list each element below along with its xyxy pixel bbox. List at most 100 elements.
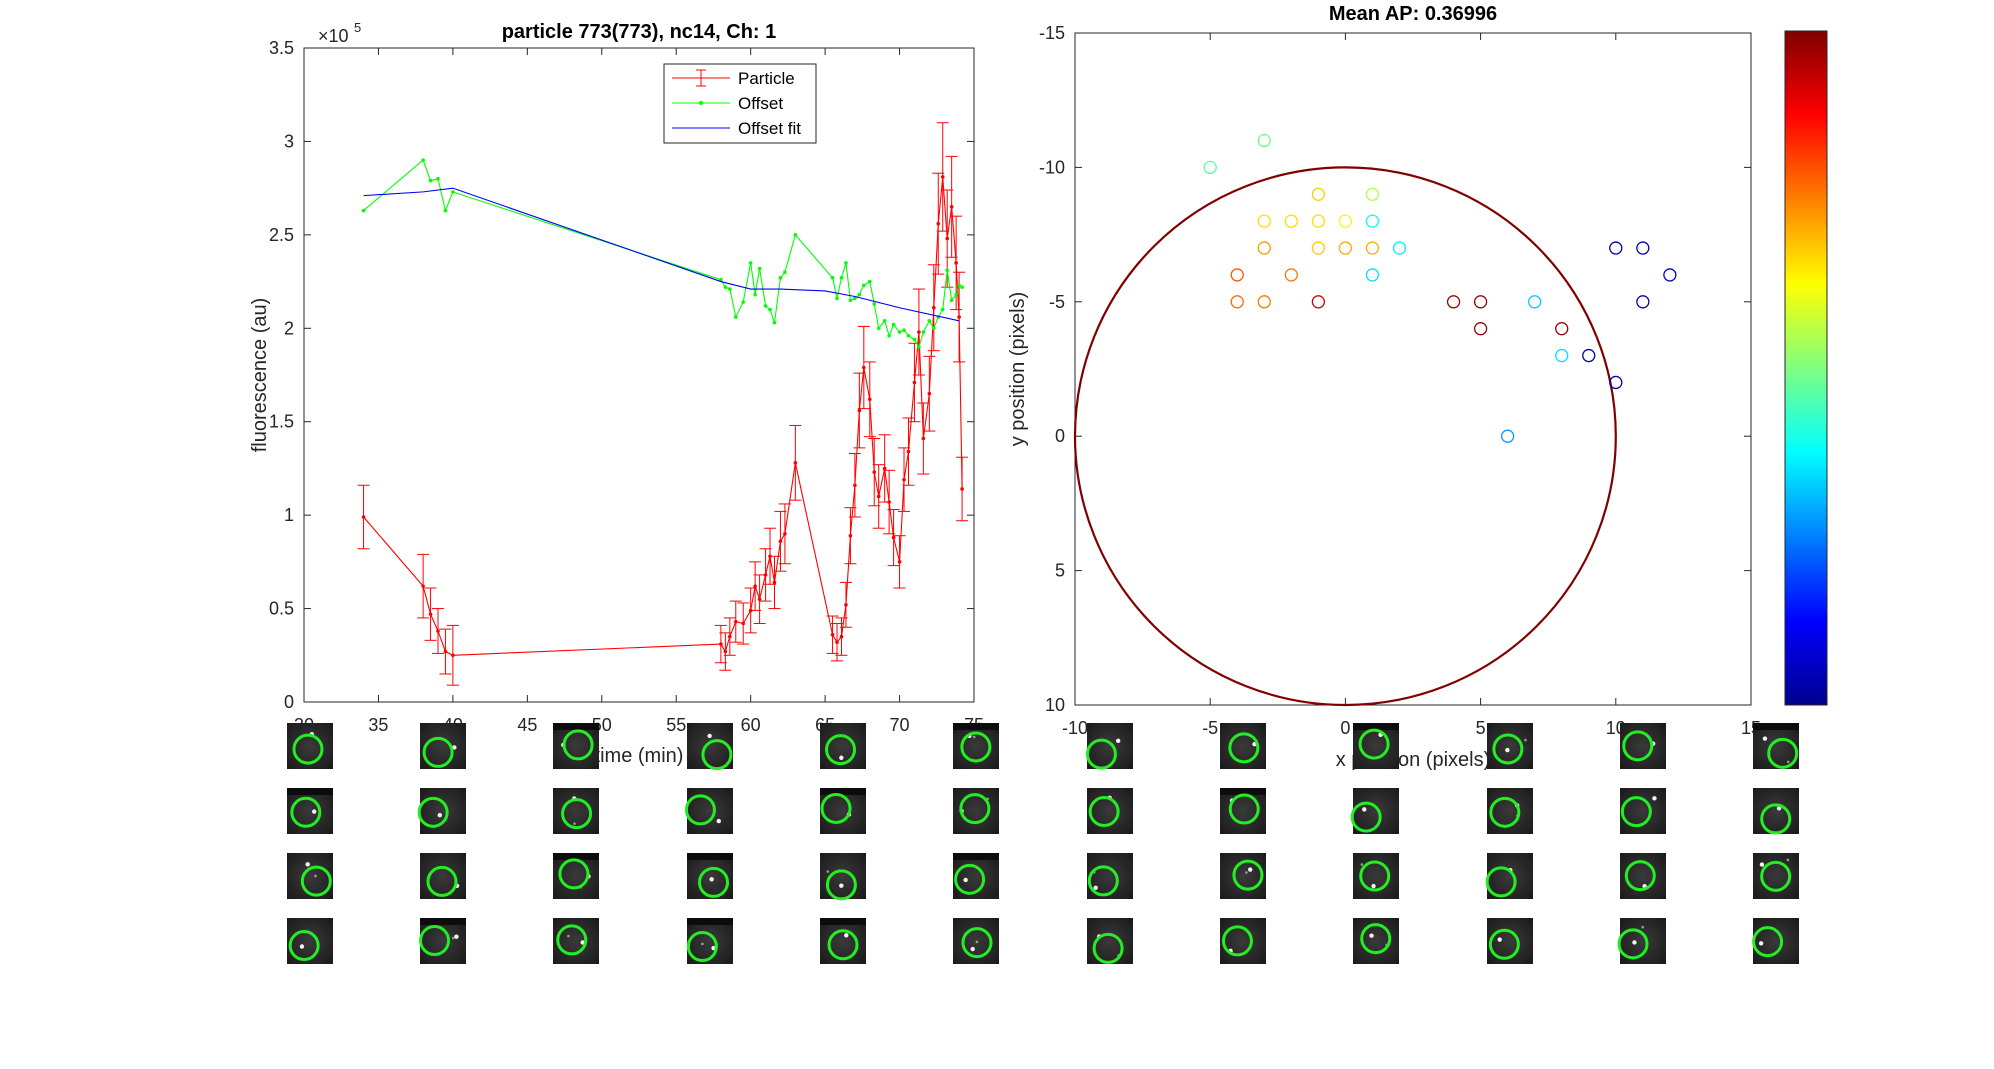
thumbnail-spot	[1762, 736, 1768, 741]
thumbnail-spot	[1776, 806, 1782, 811]
position-marker	[1555, 322, 1569, 336]
thumbnail	[1085, 723, 1133, 770]
position-marker	[1257, 133, 1271, 148]
data-point-offset	[945, 268, 949, 273]
thumbnail	[1620, 853, 1666, 899]
data-point-particle	[917, 330, 921, 334]
data-point-particle	[882, 466, 887, 471]
thumbnail-ring	[1358, 728, 1390, 760]
data-point-particle	[960, 487, 964, 491]
position-marker	[1257, 214, 1271, 228]
thumbnail-ring	[562, 729, 594, 761]
thumbnail	[1087, 788, 1133, 834]
data-point-particle	[887, 500, 891, 504]
thumbnail-image	[1220, 853, 1266, 899]
position-marker	[1230, 295, 1244, 309]
thumbnail	[1353, 853, 1399, 899]
thumbnail-spot	[839, 755, 844, 760]
data-point-offset	[927, 319, 932, 323]
thumbnail-ring	[1228, 793, 1260, 825]
left-legend: Particle Offset Offset fit	[663, 63, 817, 144]
data-point-offset	[451, 190, 455, 194]
thumbnail-spot	[299, 944, 305, 949]
thumbnail-spot	[305, 862, 310, 867]
thumbnail-spot-dim	[573, 822, 576, 825]
position-marker	[1311, 241, 1326, 255]
data-point-offset	[741, 300, 746, 304]
thumbnail-ring	[960, 731, 992, 763]
thumbnail	[953, 918, 999, 964]
thumbnail-spot	[1369, 933, 1374, 938]
thumbnail-spot	[1632, 940, 1637, 945]
data-point-particle	[793, 461, 798, 465]
thumbnail-image	[420, 918, 466, 964]
data-point-particle	[436, 629, 440, 633]
right-ytick-label: -10	[1039, 157, 1065, 177]
thumbnail-spot-dim	[451, 936, 455, 940]
thumbnail-spot-dim	[1245, 871, 1248, 874]
position-marker	[1365, 268, 1380, 282]
thumbnail-spot	[963, 877, 968, 883]
thumbnail-ring	[701, 739, 733, 771]
data-point-offset	[733, 315, 738, 319]
data-point-offset	[862, 283, 866, 288]
right-plot-area	[1074, 32, 1752, 706]
data-point-particle	[927, 391, 932, 396]
thumbnail-image	[420, 853, 466, 899]
left-xtick-label: 35	[368, 715, 388, 735]
left-exponent-base: ×10	[318, 26, 349, 46]
data-point-offset	[421, 158, 425, 162]
thumbnail	[820, 918, 866, 964]
thumbnail	[1220, 788, 1266, 834]
thumbnail-image	[687, 918, 733, 964]
data-point-offset	[719, 277, 723, 282]
thumbnail-dark-band	[953, 853, 999, 860]
data-point-offset	[772, 320, 777, 325]
thumbnail-image	[687, 723, 733, 769]
data-point-offset	[882, 319, 887, 323]
thumbnail	[419, 918, 466, 964]
thumbnail-dark-band	[1753, 723, 1799, 730]
left-ylabel: fluorescence (au)	[249, 298, 271, 453]
thumbnail-ring	[426, 865, 458, 897]
legend-marker-offset	[699, 101, 703, 105]
data-point-offset	[891, 322, 896, 327]
thumbnail-ring	[820, 792, 852, 824]
position-marker	[1365, 214, 1380, 228]
thumbnail	[287, 853, 333, 899]
thumbnail	[420, 723, 466, 769]
data-point-particle	[957, 315, 961, 319]
thumbnail	[1353, 723, 1399, 769]
data-point-particle	[768, 554, 772, 559]
thumbnail-ring	[1088, 796, 1120, 828]
position-marker	[1528, 295, 1542, 309]
thumbnail-dark-band	[1220, 788, 1266, 795]
thumbnail-ring	[558, 858, 590, 890]
thumbnail	[1753, 788, 1799, 835]
thumbnail-image	[820, 918, 866, 964]
data-point-particle	[728, 634, 732, 639]
thumbnail-spot	[1758, 941, 1764, 946]
position-marker	[1203, 160, 1217, 175]
thumbnail-ring	[1232, 859, 1264, 891]
thumbnail-ring	[1228, 732, 1260, 764]
left-xtick-label: 60	[741, 715, 761, 735]
thumbnail	[820, 788, 866, 834]
thumbnail-image	[1753, 723, 1799, 769]
thumbnail-spot	[716, 818, 721, 824]
left-xtick-label: 45	[517, 715, 537, 735]
data-point-offset	[857, 292, 862, 297]
thumbnail-ring	[1624, 860, 1656, 892]
fluorescence-trace-chart: 3035404550556065707500.511.522.533.5 par…	[249, 20, 984, 767]
data-point-particle	[748, 608, 753, 613]
data-point-particle	[902, 477, 906, 482]
data-point-offset	[757, 266, 762, 271]
position-marker	[1311, 295, 1326, 309]
right-points-group	[1073, 133, 1677, 707]
position-marker	[1311, 187, 1326, 201]
data-point-offset	[361, 208, 366, 213]
position-marker	[1311, 214, 1326, 228]
data-point-particle	[753, 584, 757, 588]
data-point-offset	[835, 296, 839, 301]
data-point-offset	[940, 307, 945, 312]
